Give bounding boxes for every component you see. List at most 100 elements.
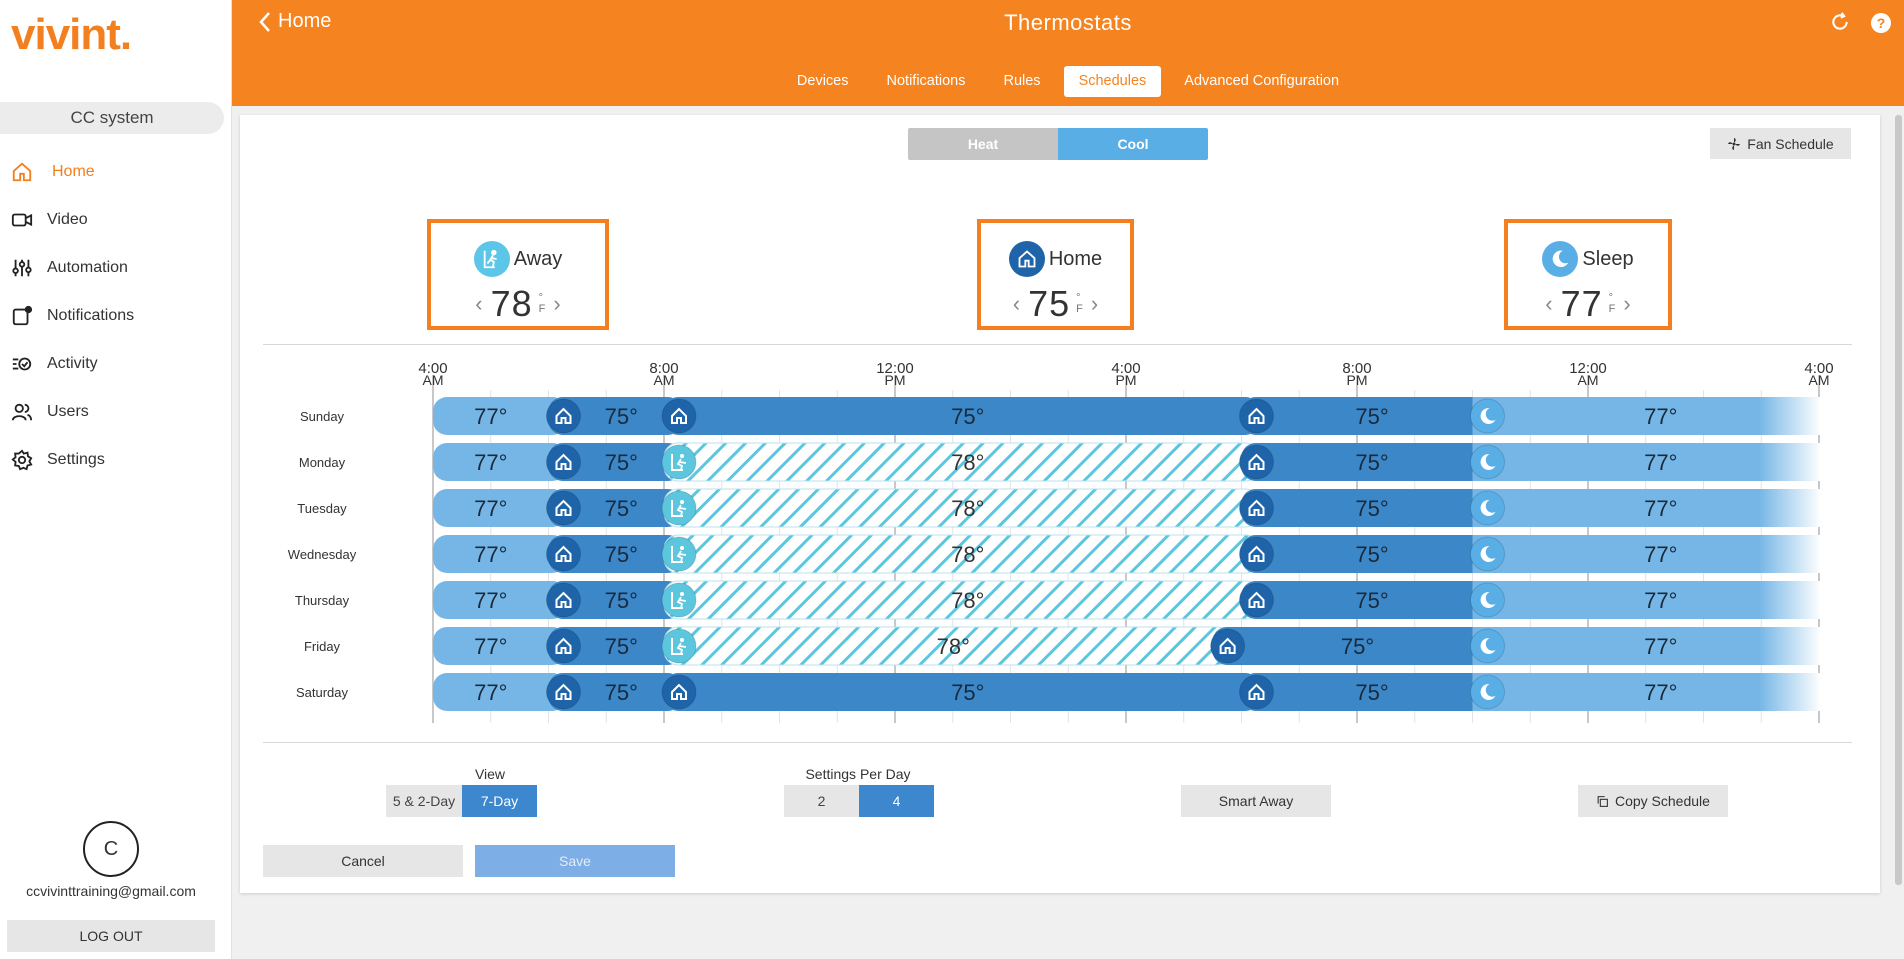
system-selector[interactable]: CC system [0, 102, 224, 134]
segment-temperature: 77° [474, 450, 507, 475]
segment-handle[interactable] [546, 444, 581, 480]
page-title: Thermostats [1004, 10, 1132, 35]
time-ampm-label: PM [1347, 372, 1368, 388]
segment-handle[interactable] [1470, 582, 1505, 618]
help-icon[interactable]: ? [1871, 13, 1891, 33]
settings-4-button[interactable]: 4 [859, 785, 934, 817]
segment-handle[interactable] [661, 490, 697, 526]
segment-handle[interactable] [1470, 490, 1505, 526]
time-label: 4:00 [1111, 360, 1140, 377]
back-link[interactable]: Home [258, 10, 331, 33]
tab-advanced-configuration[interactable]: Advanced Configuration [1184, 73, 1340, 89]
avatar[interactable]: C [83, 821, 139, 877]
users-icon [10, 400, 34, 424]
segment-handle[interactable] [546, 674, 581, 710]
segment-handle[interactable] [1239, 674, 1274, 710]
segment-handle[interactable] [546, 628, 581, 664]
schedule-segment-sleep[interactable] [433, 397, 567, 435]
sidebar-item-notifications[interactable]: Notifications [0, 296, 232, 336]
scrollbar[interactable] [1895, 115, 1902, 885]
sidebar-item-users[interactable]: Users [0, 392, 232, 432]
sidebar-item-automation[interactable]: Automation [0, 248, 232, 288]
segment-handle[interactable] [546, 582, 581, 618]
segment-temperature: 75° [1355, 496, 1388, 521]
schedule-segment-sleep[interactable] [433, 627, 567, 665]
sidebar-item-label: Home [52, 163, 95, 180]
logout-button[interactable]: LOG OUT [7, 920, 215, 952]
segment-temperature: 75° [951, 680, 984, 705]
time-label: 12:00 [1569, 360, 1607, 377]
schedule-segment-sleep[interactable] [433, 535, 567, 573]
weekly-schedule: 4:00AM8:00AM12:00PM4:00PM8:00PM12:00AM4:… [288, 360, 1834, 723]
cool-mode-button[interactable]: Cool [1058, 128, 1208, 160]
home-decrease-button[interactable]: ‹ [1012, 291, 1021, 316]
home-preset: Home ‹ 75 ° F › [977, 219, 1134, 330]
segment-handle[interactable] [1239, 582, 1274, 618]
back-link-label: Home [278, 10, 332, 32]
home-temp-value: 75 [1028, 283, 1071, 324]
segment-handle[interactable] [546, 490, 581, 526]
sidebar-item-home[interactable]: Home [0, 152, 232, 192]
sleep-decrease-button[interactable]: ‹ [1545, 291, 1553, 316]
segment-handle[interactable] [1470, 674, 1505, 710]
segment-handle[interactable] [661, 398, 697, 434]
segment-handle[interactable] [661, 628, 697, 664]
cancel-button[interactable]: Cancel [263, 845, 463, 877]
tab-schedules[interactable]: Schedules [1063, 66, 1162, 97]
home-increase-button[interactable]: › [1090, 291, 1099, 316]
copy-schedule-button[interactable]: Copy Schedule [1578, 785, 1728, 817]
video-icon [10, 208, 34, 232]
mode-toggle: Heat Cool [908, 128, 1208, 160]
sidebar-item-settings[interactable]: Settings [0, 440, 232, 480]
segment-temperature: 77° [474, 588, 507, 613]
schedule-segment-sleep[interactable] [433, 673, 567, 711]
segment-handle[interactable] [546, 536, 581, 572]
sleep-increase-button[interactable]: › [1623, 291, 1631, 316]
away-increase-button[interactable]: › [553, 291, 561, 316]
temp-unit: ° F [1076, 292, 1083, 315]
refresh-icon[interactable] [1830, 12, 1850, 32]
segment-handle[interactable] [661, 536, 697, 572]
smart-away-button[interactable]: Smart Away [1181, 785, 1331, 817]
segment-handle[interactable] [1239, 398, 1274, 434]
tab-devices[interactable]: Devices [796, 73, 849, 89]
fan-schedule-label: Fan Schedule [1747, 135, 1834, 152]
segment-temperature: 75° [605, 588, 638, 613]
segment-handle[interactable] [1470, 628, 1505, 664]
sidebar-item-video[interactable]: Video [0, 200, 232, 240]
segment-handle[interactable] [661, 582, 697, 618]
schedule-card: Heat Cool Fan Schedule Away ‹ 78 ° F › Ho… [240, 115, 1880, 893]
segment-handle[interactable] [1239, 444, 1274, 480]
away-decrease-button[interactable]: ‹ [475, 291, 483, 316]
schedule-segment-sleep[interactable] [433, 581, 567, 619]
tab-notifications[interactable]: Notifications [886, 73, 966, 89]
segment-handle[interactable] [1470, 536, 1505, 572]
segment-handle[interactable] [1239, 490, 1274, 526]
segment-temperature: 75° [1355, 588, 1388, 613]
heat-mode-button[interactable]: Heat [908, 128, 1058, 160]
segment-handle[interactable] [1470, 398, 1505, 434]
segment-temperature: 75° [1355, 680, 1388, 705]
sidebar-item-activity[interactable]: Activity [0, 344, 232, 384]
schedule-segment-sleep[interactable] [433, 443, 567, 481]
tab-rules[interactable]: Rules [1003, 73, 1041, 89]
settings-2-button[interactable]: 2 [784, 785, 859, 817]
time-ampm-label: AM [654, 372, 675, 388]
schedule-segment-sleep[interactable] [433, 489, 567, 527]
segment-handle[interactable] [1210, 628, 1246, 664]
automation-icon [10, 256, 34, 280]
view-7-day-button[interactable]: 7-Day [462, 785, 537, 817]
segment-handle[interactable] [661, 444, 697, 480]
segment-handle[interactable] [1239, 536, 1274, 572]
time-label: 4:00 [1804, 360, 1833, 377]
segment-handle[interactable] [1470, 444, 1505, 480]
sidebar-item-label: Automation [47, 259, 128, 276]
save-button[interactable]: Save [475, 845, 675, 877]
view-5-2-day-button[interactable]: 5 & 2-Day [386, 785, 462, 817]
sleep-preset-name: Sleep [1582, 247, 1634, 270]
day-label: Monday [299, 455, 346, 470]
gear-icon [10, 448, 34, 472]
fan-schedule-button[interactable]: Fan Schedule [1710, 128, 1851, 159]
segment-handle[interactable] [546, 398, 581, 434]
segment-handle[interactable] [661, 674, 697, 710]
